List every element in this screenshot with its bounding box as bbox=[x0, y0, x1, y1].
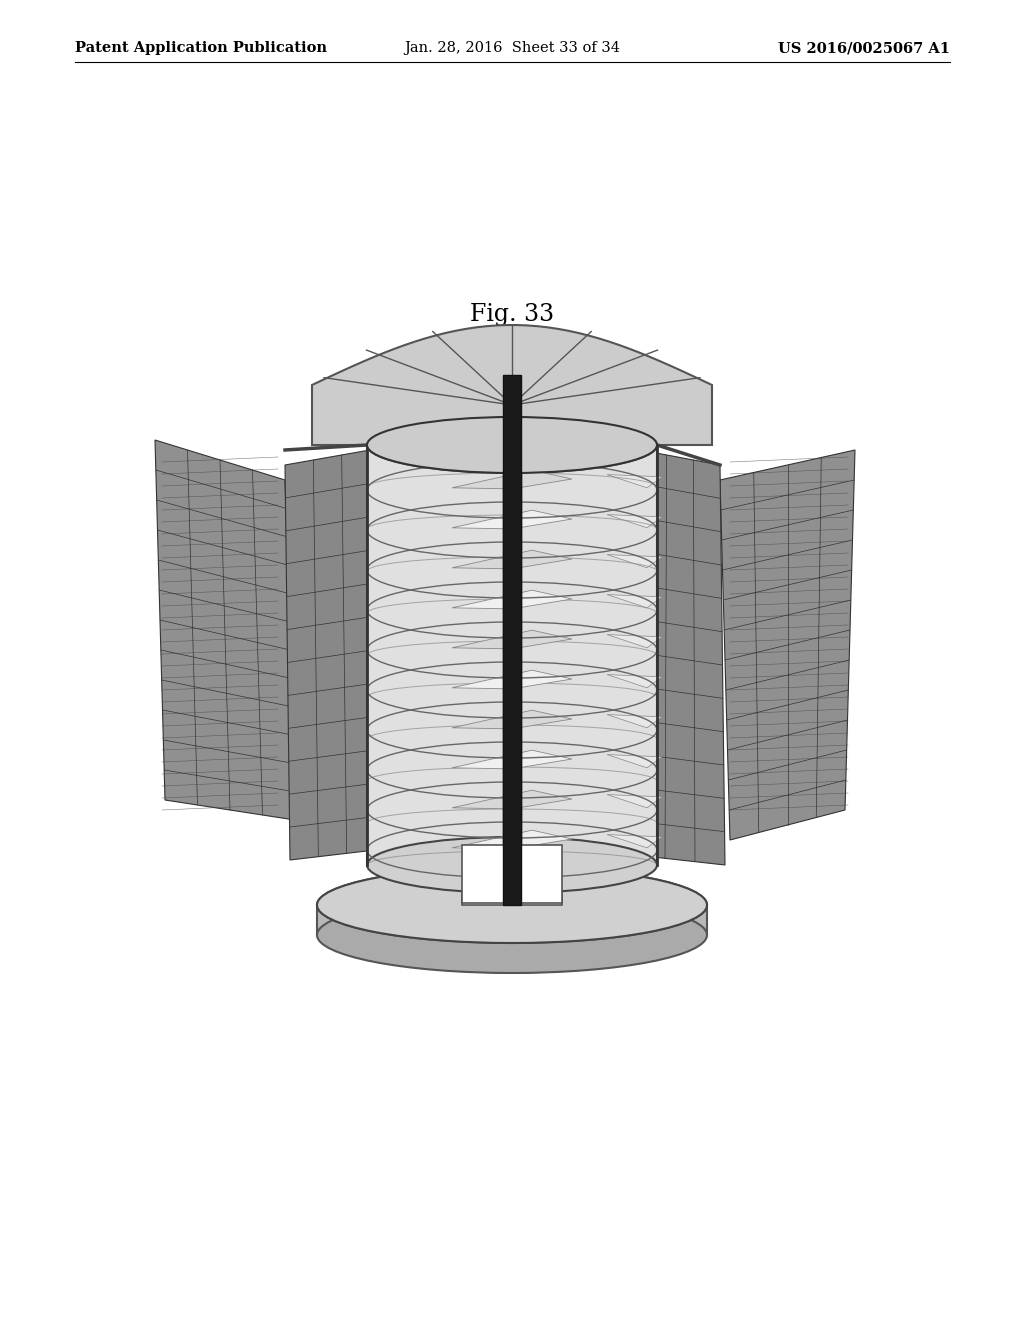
Polygon shape bbox=[452, 630, 572, 649]
Polygon shape bbox=[452, 470, 572, 488]
Polygon shape bbox=[155, 440, 295, 820]
Ellipse shape bbox=[317, 898, 707, 973]
Polygon shape bbox=[402, 865, 622, 906]
Ellipse shape bbox=[317, 867, 707, 942]
Polygon shape bbox=[452, 511, 572, 529]
Polygon shape bbox=[607, 635, 662, 648]
Text: Fig. 33: Fig. 33 bbox=[470, 304, 554, 326]
Polygon shape bbox=[607, 475, 662, 488]
Polygon shape bbox=[317, 906, 707, 935]
Bar bbox=[462, 845, 562, 903]
Polygon shape bbox=[607, 594, 662, 607]
Ellipse shape bbox=[367, 837, 657, 894]
Ellipse shape bbox=[402, 854, 622, 876]
Polygon shape bbox=[452, 791, 572, 809]
Polygon shape bbox=[503, 375, 521, 884]
Polygon shape bbox=[312, 325, 712, 445]
Bar bbox=[462, 845, 562, 906]
Text: Patent Application Publication: Patent Application Publication bbox=[75, 41, 327, 55]
Polygon shape bbox=[452, 671, 572, 689]
Polygon shape bbox=[607, 795, 662, 808]
Ellipse shape bbox=[367, 417, 657, 473]
Polygon shape bbox=[720, 450, 855, 840]
Polygon shape bbox=[452, 750, 572, 768]
Polygon shape bbox=[452, 710, 572, 729]
Polygon shape bbox=[503, 375, 521, 906]
Text: Jan. 28, 2016  Sheet 33 of 34: Jan. 28, 2016 Sheet 33 of 34 bbox=[404, 41, 620, 55]
Ellipse shape bbox=[317, 867, 707, 942]
Polygon shape bbox=[452, 590, 572, 609]
Polygon shape bbox=[607, 755, 662, 768]
Polygon shape bbox=[607, 834, 662, 847]
Ellipse shape bbox=[367, 417, 657, 473]
Polygon shape bbox=[635, 450, 725, 865]
Polygon shape bbox=[607, 714, 662, 727]
Polygon shape bbox=[452, 550, 572, 569]
Polygon shape bbox=[367, 445, 657, 865]
Polygon shape bbox=[607, 554, 662, 568]
Text: US 2016/0025067 A1: US 2016/0025067 A1 bbox=[778, 41, 950, 55]
Polygon shape bbox=[285, 450, 375, 861]
Polygon shape bbox=[607, 515, 662, 528]
Polygon shape bbox=[452, 830, 572, 849]
Polygon shape bbox=[607, 675, 662, 688]
